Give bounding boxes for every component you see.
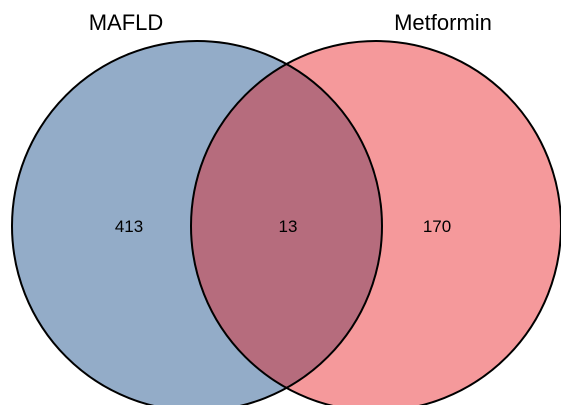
intersection-region xyxy=(191,41,382,405)
set-label-metformin: Metformin xyxy=(394,10,492,35)
count-mafld-only: 413 xyxy=(115,217,143,236)
count-intersection: 13 xyxy=(279,217,298,236)
set-label-mafld: MAFLD xyxy=(89,10,164,35)
set-outline-metformin xyxy=(190,40,561,405)
set-outline-mafld xyxy=(11,40,383,405)
count-metformin-only: 170 xyxy=(423,217,451,236)
